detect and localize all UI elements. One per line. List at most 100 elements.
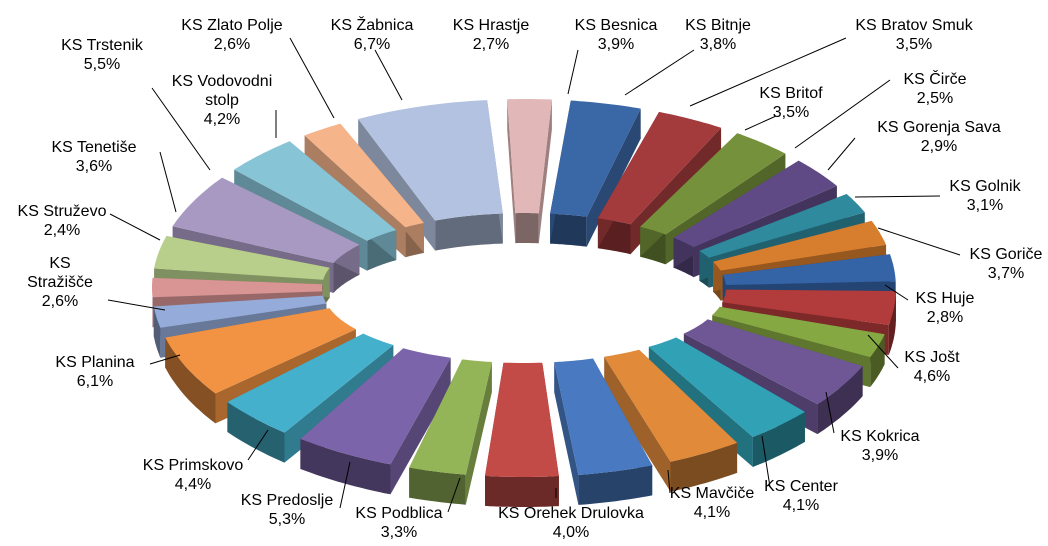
slice-top-face <box>713 220 887 271</box>
slice-top-face <box>683 319 863 405</box>
leader-line <box>884 284 909 301</box>
leader-line <box>109 213 161 241</box>
leader-line <box>374 49 403 101</box>
slice-percent: 4,4% <box>175 476 211 493</box>
slice-top-face <box>604 349 738 462</box>
slice-outer-wall <box>300 439 391 495</box>
slice-label: KS Zlato Polje 2,6% <box>181 17 282 53</box>
slice-side-wall <box>507 99 516 244</box>
slice-top-face <box>554 358 653 475</box>
slice-top-face <box>550 100 641 217</box>
slice-percent: 2,6% <box>42 293 78 310</box>
slice-percent: 3,3% <box>381 524 417 541</box>
slice-2 <box>597 111 722 255</box>
slice-percent: 3,8% <box>700 36 736 53</box>
slice-top-face <box>304 123 424 228</box>
slice-outer-wall <box>227 402 285 463</box>
slice-side-wall <box>538 99 552 244</box>
slice-percent: 2,4% <box>44 222 80 239</box>
leader-line <box>151 87 211 171</box>
leader-line <box>877 227 961 256</box>
slice-outer-wall <box>888 291 896 355</box>
slice-label: KS Planina 6,1% <box>55 354 134 390</box>
slice-top-face <box>673 160 837 248</box>
leader-line <box>761 435 771 488</box>
slice-percent: 3,1% <box>967 197 1003 214</box>
slice-label: KS Mavčiče 4,1% <box>670 485 755 521</box>
slice-percent: 2,8% <box>927 309 963 326</box>
slice-top-face <box>722 254 896 285</box>
slice-label: KS Center 4,1% <box>764 478 838 514</box>
slice-top-face <box>507 99 552 214</box>
slice-outer-wall <box>153 306 161 358</box>
slice-side-wall <box>390 357 451 495</box>
slice-label: KS Huje 2,8% <box>916 290 975 326</box>
slice-label: KS Vodovodni stolp 4,2% <box>172 73 273 128</box>
slice-percent: 4,6% <box>914 368 950 385</box>
slice-label: KS Bitnje 3,8% <box>685 17 751 53</box>
slice-top-face <box>648 337 805 437</box>
slice-top-face <box>154 236 330 280</box>
slice-16 <box>300 348 451 495</box>
slice-top-face <box>234 141 397 241</box>
slice-inner-wall <box>435 213 503 251</box>
slice-outer-wall <box>485 475 559 507</box>
slice-percent: 3,6% <box>76 158 112 175</box>
leader-line <box>567 49 579 95</box>
slice-top-face <box>172 177 360 263</box>
slice-side-wall <box>604 356 671 492</box>
slice-percent: 4,1% <box>783 497 819 514</box>
slice-top-face <box>153 295 327 328</box>
slice-percent: 5,3% <box>269 511 305 528</box>
leader-line <box>689 37 847 107</box>
slice-percent: 4,1% <box>694 504 730 521</box>
slice-inner-wall <box>515 213 539 244</box>
slice-label: KS Orehek Drulovka 4,0% <box>498 505 644 541</box>
slice-percent: 2,7% <box>473 36 509 53</box>
slice-outer-wall <box>752 411 805 467</box>
slice-top-face <box>597 111 722 225</box>
leader-line <box>744 115 777 131</box>
slice-top-face <box>712 306 885 358</box>
slice-top-face <box>485 362 559 477</box>
slice-label: KS Gorenja Sava 2,9% <box>877 119 1001 155</box>
slice-outer-wall <box>817 366 863 435</box>
slice-percent: 6,7% <box>354 36 390 53</box>
slice-outer-wall <box>870 334 885 388</box>
slice-label: KS Kokrica 3,9% <box>840 428 919 464</box>
leader-line <box>867 334 899 369</box>
slice-top-face <box>722 289 896 325</box>
slice-label: KS Žabnica 6,7% <box>331 15 414 53</box>
slice-label: KS Besnica 3,9% <box>575 17 658 53</box>
slice-label: KS Primskovo 4,4% <box>143 457 244 493</box>
slice-percent: 5,5% <box>84 56 120 73</box>
slice-percent: 3,9% <box>598 36 634 53</box>
slice-26 <box>507 99 552 244</box>
slice-percent: 2,5% <box>917 90 953 107</box>
slice-percent: 3,5% <box>773 104 809 121</box>
slice-percent: 3,7% <box>988 265 1024 282</box>
slice-label: KS Čirče 2,5% <box>903 69 966 107</box>
slice-top-face <box>409 359 492 475</box>
slice-label: KS Jošt 4,6% <box>904 349 960 385</box>
slice-side-wall <box>586 108 641 247</box>
slice-label: KS Britof 3,5% <box>759 85 823 121</box>
leader-line <box>827 137 856 171</box>
leader-line <box>667 469 671 494</box>
slice-top-face <box>152 277 323 298</box>
slice-outer-wall <box>670 442 738 492</box>
slice-outer-wall <box>578 465 653 505</box>
slice-inner-wall <box>550 213 587 247</box>
slice-12 <box>604 349 738 492</box>
slice-outer-wall <box>165 337 216 424</box>
slice-percent: 4,0% <box>553 524 589 541</box>
slice-label: KS Hrastje 2,7% <box>453 17 530 53</box>
slice-side-wall <box>554 362 579 505</box>
slice-top-face <box>165 308 356 394</box>
slice-1 <box>550 100 641 247</box>
slice-label: KS Goriče 3,7% <box>970 246 1043 282</box>
leader-line <box>854 195 941 198</box>
leader-line <box>107 299 166 311</box>
slice-label: KS Tenetiše 3,6% <box>51 139 136 175</box>
